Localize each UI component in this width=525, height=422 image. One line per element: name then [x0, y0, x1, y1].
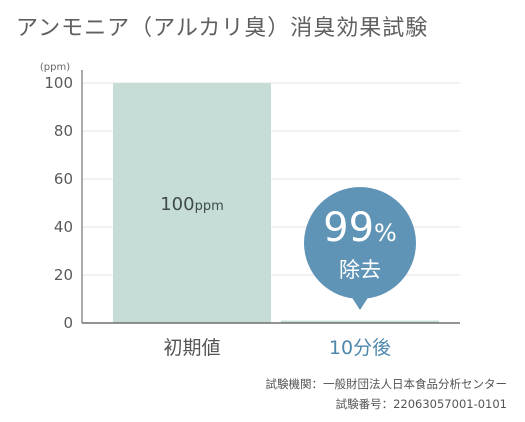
bar-value-label: 100ppm — [160, 194, 224, 215]
bar-value-number: 100 — [160, 194, 194, 215]
chart-title: アンモニア（アルカリ臭）消臭効果試験 — [16, 16, 429, 41]
bar-value-unit: ppm — [195, 199, 224, 214]
y-tick-label: 20 — [54, 266, 73, 284]
callout-pointer — [349, 293, 371, 310]
test-institution: 試験機関：一般財団法人日本食品分析センター — [265, 377, 508, 391]
callout-percent: % — [374, 219, 397, 247]
y-tick-label: 40 — [54, 218, 73, 236]
bar — [281, 320, 439, 323]
y-tick-label: 0 — [63, 314, 73, 332]
x-category-label: 10分後 — [329, 337, 391, 359]
y-tick-label: 80 — [54, 122, 73, 140]
y-axis-unit: (ppm) — [40, 62, 70, 73]
callout-bubble — [304, 187, 416, 299]
callout-caption: 除去 — [339, 258, 381, 282]
footnote: 試験機関：一般財団法人日本食品分析センター 試験番号：22063057001-0… — [266, 374, 508, 414]
test-number: 試験番号：22063057001-0101 — [335, 397, 507, 411]
callout-value: 99% — [323, 205, 397, 251]
y-tick-label: 60 — [54, 170, 73, 188]
bar — [113, 83, 271, 323]
x-category-label: 初期値 — [163, 337, 220, 359]
callout-number: 99 — [323, 205, 374, 251]
y-tick-label: 100 — [44, 74, 73, 92]
